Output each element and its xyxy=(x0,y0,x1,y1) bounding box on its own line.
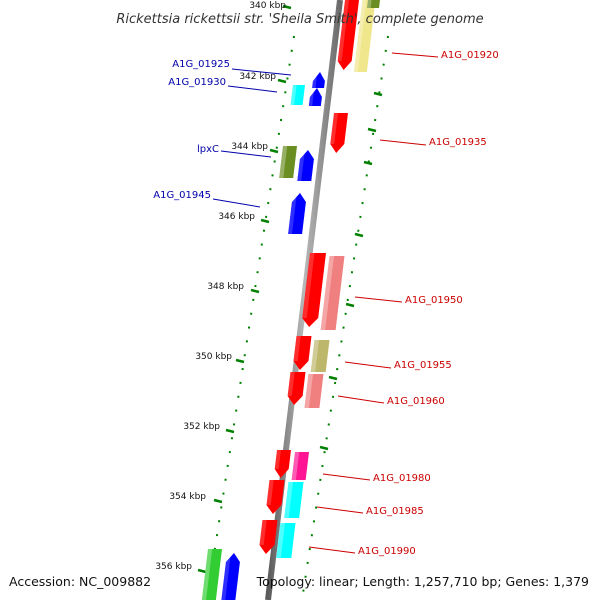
gene-a1g-01945 xyxy=(288,193,306,234)
gene-a1g-01980 xyxy=(274,450,291,478)
label-connector-a1g-01925 xyxy=(231,68,292,76)
gene-bottom-blue xyxy=(221,553,240,600)
tick-label: 340 kbp xyxy=(249,1,286,11)
tick-mark xyxy=(373,91,383,97)
gene-a1g-01960 xyxy=(287,372,306,405)
genome-summary-text: Topology: linear; Length: 1,257,710 bp; … xyxy=(256,574,589,589)
gene-label-a1g-01920: A1G_01920 xyxy=(441,50,499,61)
gene-a1g-01930-cyan xyxy=(290,85,305,105)
tick-mark xyxy=(213,498,223,504)
label-connector-a1g-01985 xyxy=(316,506,364,514)
label-connector-a1g-01960 xyxy=(337,395,385,404)
gene-a1g-01990 xyxy=(259,520,278,554)
accession-text: Accession: NC_009882 xyxy=(9,574,151,589)
gene-a1g-01950 xyxy=(302,253,326,327)
label-connector-a1g-01950 xyxy=(354,296,403,303)
label-connector-a1g-01935 xyxy=(379,139,427,146)
gene-a1g-01985 xyxy=(266,480,285,514)
tick-label: 346 kbp xyxy=(218,212,255,222)
tick-mark xyxy=(282,4,292,10)
gene-a1g-01920 xyxy=(337,0,359,70)
tick-mark xyxy=(363,160,373,166)
label-connector-a1g-01980 xyxy=(322,473,371,481)
label-connector-a1g-01945 xyxy=(212,198,261,208)
gene-label-a1g-01950: A1G_01950 xyxy=(405,295,463,306)
tick-mark xyxy=(260,218,270,224)
gene-label-lpxc: lpxC xyxy=(197,144,219,155)
gene-label-a1g-01955: A1G_01955 xyxy=(394,360,452,371)
gene-a1g-01955-khaki xyxy=(310,340,330,372)
gene-lpxc-blue xyxy=(297,150,314,181)
gene-label-a1g-01925: A1G_01925 xyxy=(172,59,230,70)
gene-a1g-01930 xyxy=(308,88,322,106)
gene-a1g-01955 xyxy=(293,336,312,370)
tick-mark xyxy=(225,428,235,434)
label-connector-a1g-01955 xyxy=(344,361,392,369)
gene-a1g-01985-cyan xyxy=(284,482,304,518)
gene-a1g-01950-pale xyxy=(320,256,345,330)
gene-a1g-01925 xyxy=(312,72,325,88)
gene-label-a1g-01985: A1G_01985 xyxy=(366,506,424,517)
gene-a1g-01960-pale xyxy=(304,374,324,408)
label-connector-a1g-01990 xyxy=(308,546,356,554)
gene-a1g-01935 xyxy=(330,113,348,153)
tick-mark xyxy=(235,358,245,364)
label-connector-a1g-01920 xyxy=(391,52,439,58)
gene-a1g-01990-cyan xyxy=(276,523,296,558)
gene-label-a1g-01990: A1G_01990 xyxy=(358,546,416,557)
scale-ticks: 340 kbp 342 kbp 344 kbp 346 kbp 348 kbp 350 k… xyxy=(155,1,383,574)
gene-bottom-green xyxy=(201,549,222,600)
genome-title: Rickettsia rickettsii str. 'Sheila Smith… xyxy=(116,12,483,27)
tick-label: 350 kbp xyxy=(195,352,232,362)
tick-label: 348 kbp xyxy=(207,282,244,292)
tick-mark xyxy=(269,148,279,154)
tick-label: 354 kbp xyxy=(169,492,206,502)
tick-mark xyxy=(328,375,338,381)
tick-label: 342 kbp xyxy=(239,72,276,82)
tick-mark xyxy=(250,288,260,294)
tick-mark xyxy=(277,78,287,84)
label-connector-a1g-01930 xyxy=(227,85,278,93)
tick-mark xyxy=(319,445,329,451)
tick-label: 356 kbp xyxy=(155,562,192,572)
gene-a1g-01980-magenta xyxy=(291,452,309,480)
tick-mark xyxy=(345,302,355,308)
gene-labels: A1G_01920 A1G_01925 A1G_01930 A1G_01935 lpxC… xyxy=(153,50,499,557)
gene-label-a1g-01980: A1G_01980 xyxy=(373,473,431,484)
gene-lpxc xyxy=(279,146,297,178)
gene-label-a1g-01935: A1G_01935 xyxy=(429,137,487,148)
tick-mark xyxy=(354,232,364,238)
gene-label-a1g-01945: A1G_01945 xyxy=(153,190,211,201)
tick-label: 352 kbp xyxy=(183,422,220,432)
gene-a1g-01920-rna xyxy=(353,0,376,72)
tick-mark xyxy=(367,127,377,133)
tick-label: 344 kbp xyxy=(231,142,268,152)
gene-label-a1g-01960: A1G_01960 xyxy=(387,396,445,407)
label-connector-lpxc xyxy=(220,150,272,158)
tick-mark xyxy=(197,568,207,574)
gene-label-a1g-01930: A1G_01930 xyxy=(168,77,226,88)
gene-features xyxy=(201,0,380,600)
gene-top-olive xyxy=(367,0,380,8)
